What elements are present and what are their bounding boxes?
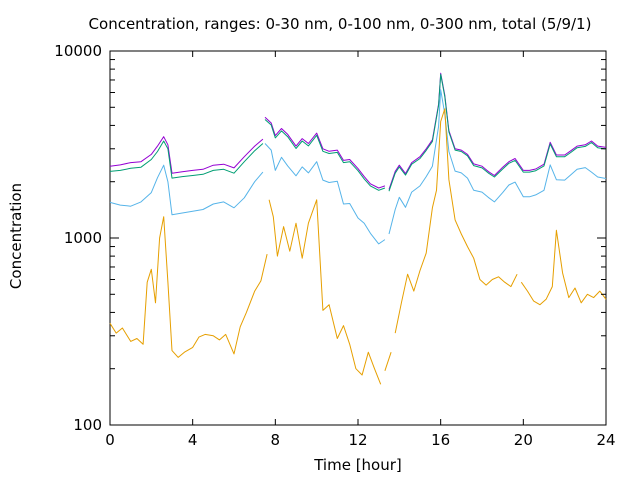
series-line-3: [109, 89, 607, 245]
x-tick-label: 8: [271, 431, 281, 449]
x-axis-label: Time [hour]: [314, 456, 402, 474]
x-tick-label: 4: [188, 431, 198, 449]
axis-ticks: 0 4 8 12 16 20 24 100 1000 10000: [54, 42, 615, 449]
y-axis-label: Concentration: [7, 182, 25, 290]
series-line-2: [109, 73, 607, 192]
series-line-4: [109, 108, 607, 385]
x-tick-label: 12: [348, 431, 367, 449]
plot-border: [109, 50, 607, 426]
x-tick-label: 24: [596, 431, 615, 449]
x-tick-label: 20: [514, 431, 533, 449]
x-tick-label: 0: [105, 431, 115, 449]
y-tick-label: 10000: [54, 42, 102, 60]
y-tick-label: 1000: [64, 229, 102, 247]
x-tick-label: 16: [431, 431, 450, 449]
y-tick-label: 100: [73, 416, 102, 434]
chart-title: Concentration, ranges: 0-30 nm, 0-100 nm…: [88, 15, 592, 33]
plot-area: [109, 50, 607, 426]
series-layer: [109, 72, 607, 385]
series-line-1: [109, 72, 607, 190]
